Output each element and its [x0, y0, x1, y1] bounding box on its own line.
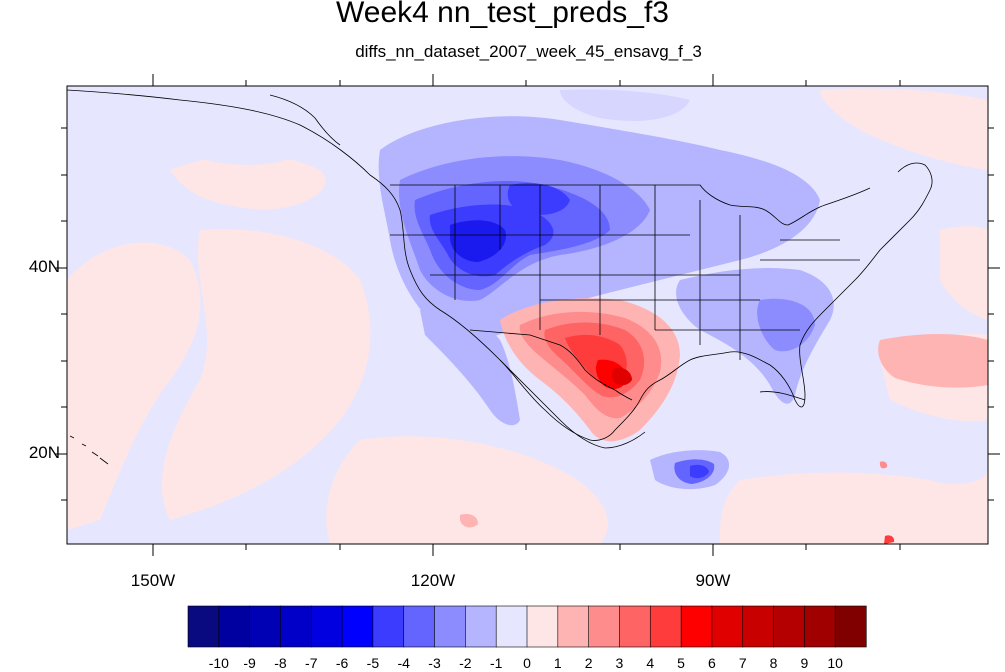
colorbar-tick-label: 3 — [615, 655, 624, 671]
lat-label-20n: 20N — [28, 443, 60, 462]
colorbar-swatch — [187, 605, 220, 648]
colorbar-tick-label: 10 — [827, 655, 843, 671]
colorbar-swatch — [495, 605, 528, 648]
colorbar-swatch — [280, 605, 312, 648]
colorbar-swatch — [218, 605, 251, 648]
colorbar-tick-label: -10 — [208, 655, 229, 671]
colorbar — [187, 605, 867, 648]
axis-ticks — [55, 74, 1000, 556]
lat-label-40n: 40N — [28, 257, 60, 276]
field-negative-anomaly — [180, 89, 834, 490]
colorbar-swatch — [680, 605, 713, 648]
colorbar-swatch — [310, 605, 343, 648]
colorbar-tick-label: -1 — [489, 655, 503, 671]
map-boundaries — [67, 89, 933, 465]
colorbar-swatch — [742, 605, 775, 648]
colorbar-swatch — [434, 605, 466, 648]
colorbar-tick-label: 8 — [769, 655, 778, 671]
field-positive-anomaly — [460, 298, 988, 544]
colorbar-tick-label: 2 — [584, 655, 593, 671]
colorbar-swatch — [526, 605, 559, 648]
colorbar-swatch — [341, 605, 374, 648]
colorbar-swatch — [557, 605, 590, 648]
colorbar-tick-label: -9 — [243, 655, 256, 671]
colorbar-tick-label: 6 — [708, 655, 716, 671]
colorbar-swatch — [649, 605, 682, 648]
colorbar-swatch — [465, 605, 497, 648]
lon-label-150w: 150W — [130, 571, 176, 590]
colorbar-swatch — [588, 605, 621, 648]
colorbar-tick-label: -7 — [305, 655, 318, 671]
map-field — [67, 86, 988, 544]
colorbar-swatch — [403, 605, 436, 648]
colorbar-tick-label: -2 — [459, 655, 472, 671]
colorbar-swatch — [834, 605, 867, 648]
map-frame — [66, 85, 989, 545]
colorbar-swatch — [372, 605, 405, 648]
lon-label-120w: 120W — [410, 571, 456, 590]
colorbar-tick-label: 1 — [553, 655, 562, 671]
lon-label-90w: 90W — [695, 571, 731, 590]
colorbar-tick-label: -6 — [335, 655, 349, 671]
colorbar-tick-label: 0 — [523, 655, 531, 671]
colorbar-tick-label: -3 — [428, 655, 441, 671]
colorbar-tick-label: -8 — [274, 655, 287, 671]
colorbar-tick-label: -5 — [366, 655, 380, 671]
colorbar-swatch — [711, 605, 744, 648]
colorbar-swatch — [773, 605, 805, 648]
colorbar-swatch — [249, 605, 282, 648]
field-positive-light — [67, 88, 988, 544]
colorbar-tick-label: 5 — [677, 655, 685, 671]
colorbar-tick-label: 4 — [646, 655, 655, 671]
colorbar-tick-label: 7 — [738, 655, 747, 671]
map-subtitle: diffs_nn_dataset_2007_week_45_ensavg_f_3 — [355, 42, 702, 61]
map-title: Week4 nn_test_preds_f3 — [335, 0, 669, 29]
colorbar-swatch — [619, 605, 651, 648]
colorbar-tick-label: 9 — [800, 655, 809, 671]
colorbar-swatch — [804, 605, 836, 648]
colorbar-tick-label: -4 — [397, 655, 410, 671]
